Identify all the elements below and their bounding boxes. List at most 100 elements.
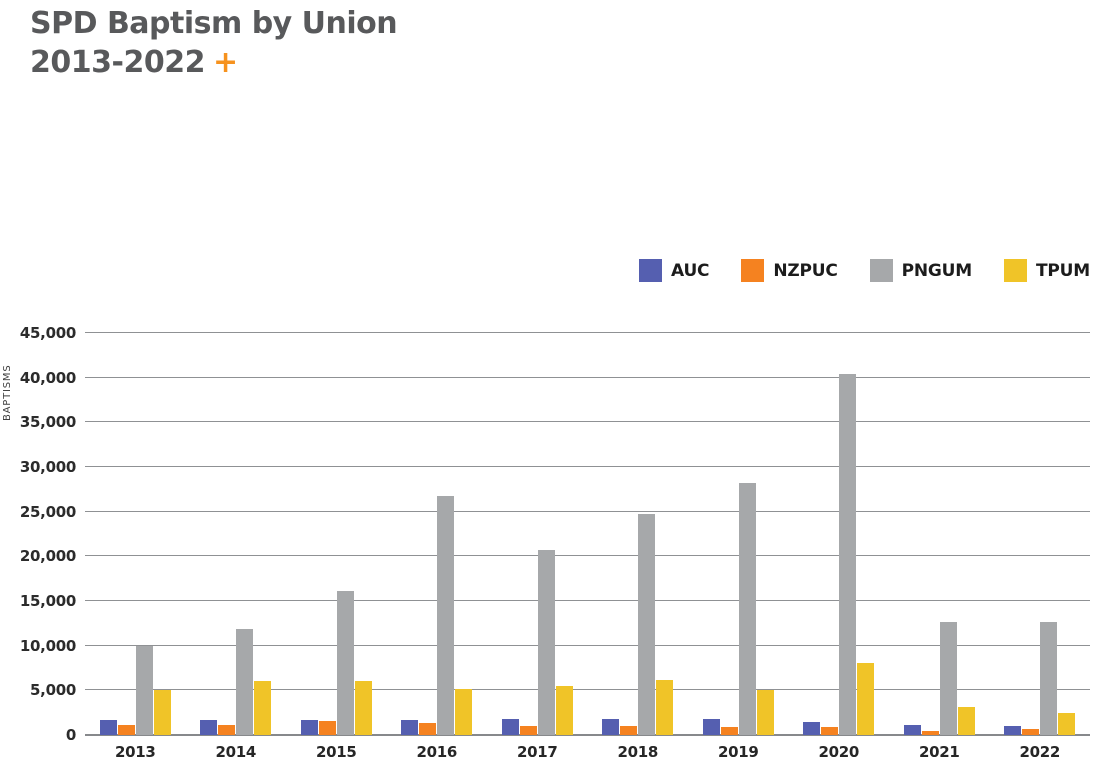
bar-group-2013 bbox=[85, 333, 186, 735]
gridline-15000 bbox=[85, 600, 1090, 601]
bar-nzpuc-2019 bbox=[720, 726, 738, 735]
legend-item-nzpuc[interactable]: NZPUC bbox=[741, 259, 838, 282]
bar-pngum-2016 bbox=[437, 495, 455, 735]
expand-plus-icon[interactable]: + bbox=[212, 45, 238, 80]
y-tick-label-40000: 40,000 bbox=[19, 368, 76, 387]
bar-pngum-2014 bbox=[236, 628, 254, 735]
legend-label: AUC bbox=[671, 260, 710, 281]
bar-pngum-2020 bbox=[839, 374, 857, 735]
bar-group-2014 bbox=[186, 333, 287, 735]
bar-auc-2022 bbox=[1004, 725, 1022, 735]
bar-tpum-2013 bbox=[153, 690, 171, 735]
bar-auc-2014 bbox=[200, 719, 218, 735]
legend-label: PNGUM bbox=[901, 260, 973, 281]
bar-group-2021 bbox=[889, 333, 990, 735]
bar-pngum-2022 bbox=[1040, 621, 1058, 735]
gridline-45000 bbox=[85, 332, 1090, 333]
bar-group-2019 bbox=[688, 333, 789, 735]
legend-swatch-nzpuc bbox=[741, 259, 765, 282]
bar-tpum-2018 bbox=[656, 679, 674, 735]
legend: AUC NZPUC PNGUM TPUM bbox=[639, 259, 1090, 282]
plot-area bbox=[85, 332, 1091, 736]
x-tick-label-2021: 2021 bbox=[918, 743, 960, 761]
bar-nzpuc-2021 bbox=[921, 730, 939, 735]
bar-auc-2020 bbox=[803, 722, 821, 735]
gridline-5000 bbox=[85, 689, 1090, 691]
bar-nzpuc-2017 bbox=[519, 725, 537, 735]
x-tick-label-2019: 2019 bbox=[717, 743, 759, 761]
legend-swatch-tpum bbox=[1004, 259, 1028, 282]
y-tick-label-15000: 15,000 bbox=[19, 592, 76, 610]
x-tick-label-2020: 2020 bbox=[818, 743, 860, 761]
y-axis-ticks: 0 5,000 10,000 15,000 20,000 25,000 30,000 35,0… bbox=[0, 324, 76, 744]
y-tick-label-0: 0 bbox=[65, 726, 76, 744]
x-axis-line bbox=[85, 734, 1090, 736]
bar-pngum-2021 bbox=[939, 621, 957, 735]
bar-auc-2016 bbox=[401, 720, 419, 735]
bar-auc-2015 bbox=[300, 720, 318, 735]
bar-pngum-2017 bbox=[537, 550, 555, 735]
x-tick-label-2016: 2016 bbox=[416, 743, 458, 761]
bar-group-2018 bbox=[588, 333, 689, 735]
bar-pngum-2019 bbox=[738, 483, 756, 735]
bar-pngum-2015 bbox=[336, 591, 354, 735]
gridline-25000 bbox=[85, 510, 1090, 512]
y-tick-label-20000: 20,000 bbox=[19, 547, 76, 566]
x-tick-label-2014: 2014 bbox=[215, 743, 257, 761]
legend-item-pngum[interactable]: PNGUM bbox=[869, 259, 973, 282]
gridline-20000 bbox=[85, 555, 1090, 557]
bar-tpum-2022 bbox=[1058, 713, 1076, 735]
chart-title: SPD Baptism by Union 2013-2022 + bbox=[30, 4, 398, 82]
bar-chart: BAPTISMS 0 5,000 10,000 15,000 20,000 25,000 3… bbox=[0, 324, 1118, 761]
bar-group-2017 bbox=[487, 333, 588, 735]
bar-nzpuc-2016 bbox=[419, 722, 437, 735]
gridline-40000 bbox=[85, 376, 1090, 378]
bar-tpum-2017 bbox=[555, 685, 573, 735]
bar-tpum-2019 bbox=[756, 690, 774, 735]
y-tick-label-5000: 5,000 bbox=[30, 681, 76, 700]
bar-tpum-2020 bbox=[857, 662, 875, 735]
x-axis-labels: 2013 2014 2015 2016 2017 2018 2019 2020 2021 2022 bbox=[85, 743, 1090, 767]
bar-nzpuc-2020 bbox=[821, 726, 839, 735]
bar-group-2020 bbox=[789, 333, 890, 735]
bar-nzpuc-2014 bbox=[218, 725, 236, 735]
bar-nzpuc-2018 bbox=[620, 725, 638, 735]
x-tick-label-2017: 2017 bbox=[516, 743, 558, 761]
bar-group-2022 bbox=[990, 333, 1091, 735]
bar-tpum-2014 bbox=[254, 680, 272, 735]
bar-group-2015 bbox=[286, 333, 387, 735]
bar-nzpuc-2013 bbox=[117, 725, 135, 735]
x-tick-label-2013: 2013 bbox=[114, 743, 156, 761]
x-tick-label-2022: 2022 bbox=[1019, 743, 1061, 761]
chart-title-line2: 2013-2022 + bbox=[30, 45, 238, 80]
y-tick-label-45000: 45,000 bbox=[19, 324, 76, 342]
bar-auc-2021 bbox=[903, 725, 921, 735]
legend-swatch-auc bbox=[639, 259, 663, 282]
legend-swatch-pngum bbox=[869, 259, 893, 282]
y-tick-label-10000: 10,000 bbox=[19, 636, 76, 655]
bar-tpum-2021 bbox=[957, 707, 975, 735]
bar-tpum-2015 bbox=[354, 680, 372, 735]
chart-title-line1: SPD Baptism by Union bbox=[30, 6, 398, 41]
bar-nzpuc-2015 bbox=[318, 721, 336, 735]
bar-auc-2018 bbox=[602, 718, 620, 735]
legend-item-tpum[interactable]: TPUM bbox=[1004, 259, 1090, 282]
legend-label: NZPUC bbox=[773, 260, 838, 281]
bar-pngum-2018 bbox=[638, 514, 656, 735]
bar-auc-2017 bbox=[501, 718, 519, 735]
gridline-10000 bbox=[85, 644, 1090, 646]
bar-auc-2019 bbox=[702, 718, 720, 735]
y-tick-label-25000: 25,000 bbox=[19, 502, 76, 521]
x-tick-label-2018: 2018 bbox=[617, 743, 659, 761]
x-tick-label-2015: 2015 bbox=[315, 743, 357, 761]
gridline-30000 bbox=[85, 466, 1090, 467]
bar-tpum-2016 bbox=[455, 688, 473, 735]
gridline-35000 bbox=[85, 421, 1090, 423]
bar-nzpuc-2022 bbox=[1022, 729, 1040, 735]
y-tick-label-35000: 35,000 bbox=[19, 413, 76, 432]
y-tick-label-30000: 30,000 bbox=[19, 458, 76, 476]
bar-group-2016 bbox=[387, 333, 488, 735]
legend-label: TPUM bbox=[1036, 260, 1090, 281]
legend-item-auc[interactable]: AUC bbox=[639, 259, 710, 282]
